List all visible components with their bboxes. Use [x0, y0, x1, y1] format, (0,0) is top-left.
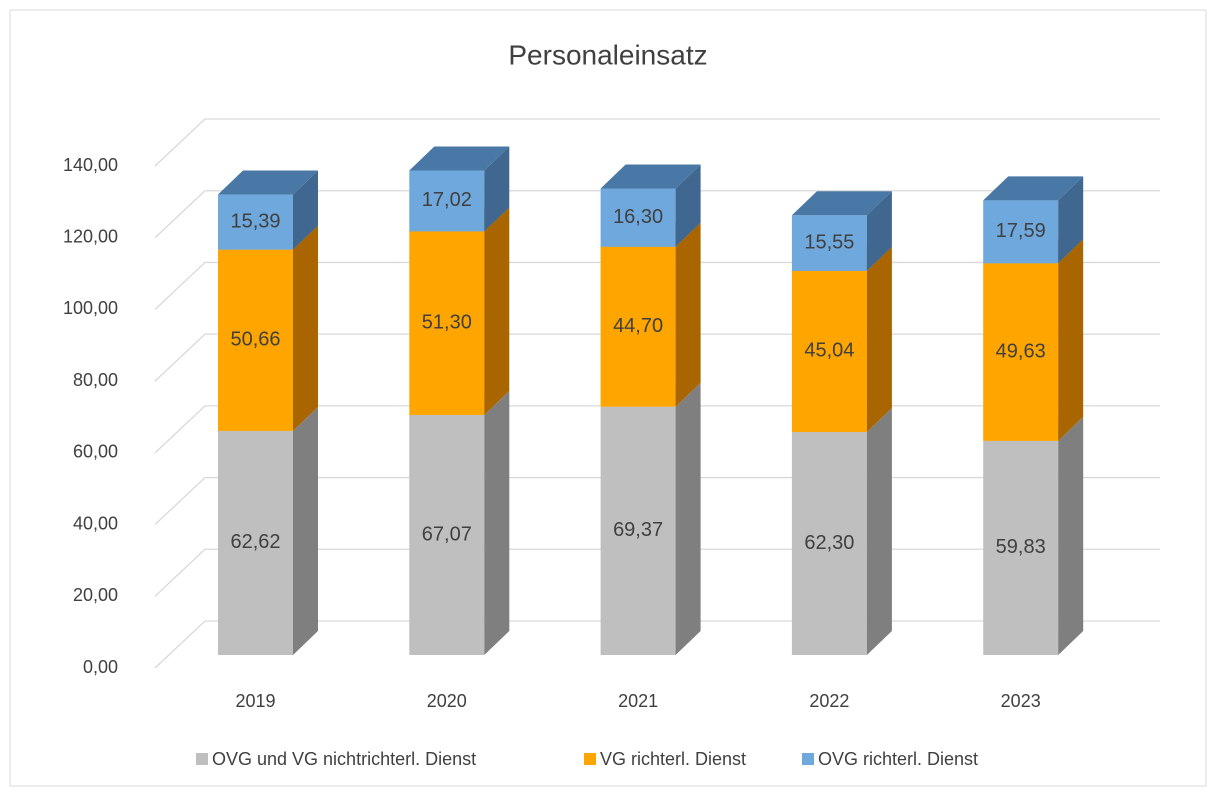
legend-swatch [802, 753, 814, 765]
data-label: 51,30 [422, 311, 472, 333]
bar-side [866, 191, 892, 271]
y-tick-label: 80,00 [73, 370, 118, 390]
bar-front [983, 200, 1059, 264]
bar-side [675, 222, 701, 407]
y-tick-label: 0,00 [83, 657, 118, 677]
bar-side [484, 146, 510, 232]
bar-side [1058, 176, 1084, 264]
data-label: 62,62 [230, 531, 280, 553]
data-label: 17,02 [422, 189, 472, 211]
legend-swatch [584, 753, 596, 765]
legend-label: OVG und VG nichtrichterl. Dienst [212, 749, 476, 769]
data-label: 45,04 [804, 340, 854, 362]
bar-front [791, 215, 867, 271]
bar-side [484, 207, 510, 415]
data-label: 67,07 [422, 523, 472, 545]
bar-top [983, 176, 1084, 201]
legend-swatch [196, 753, 208, 765]
bar-top [218, 170, 318, 195]
bar-front [600, 246, 676, 407]
bar-top [600, 164, 701, 189]
data-label: 50,66 [230, 329, 280, 351]
bar-top [409, 146, 510, 171]
y-tick-label: 40,00 [73, 513, 118, 533]
y-tick-label: 120,00 [63, 226, 118, 246]
bar-side [1058, 416, 1084, 655]
bar-front [218, 194, 293, 250]
bar-front [600, 188, 676, 247]
bar-front [791, 270, 867, 433]
bar-front [409, 231, 485, 415]
bar-front [409, 170, 485, 232]
x-tick-label: 2022 [809, 691, 849, 711]
bar-front [791, 432, 867, 655]
bar-front [600, 406, 676, 655]
bar-side [484, 390, 510, 655]
bar-side [866, 246, 892, 433]
data-label: 15,55 [804, 231, 854, 253]
x-tick-label: 2019 [235, 691, 275, 711]
grid-line [154, 190, 1160, 239]
bar-side [1058, 239, 1084, 441]
legend-label: VG richterl. Dienst [600, 749, 746, 769]
y-tick-label: 20,00 [73, 585, 118, 605]
bar-side [675, 382, 701, 655]
chart-title: Personaleinsatz [508, 39, 707, 70]
legend-label: OVG richterl. Dienst [818, 749, 978, 769]
y-tick-label: 100,00 [63, 298, 118, 318]
bar-front [983, 263, 1059, 441]
bar-side [293, 406, 318, 655]
data-label: 16,30 [613, 206, 663, 228]
data-label: 69,37 [613, 519, 663, 541]
bar-front [983, 440, 1059, 655]
bar-side [293, 225, 318, 431]
data-label: 15,39 [230, 210, 280, 232]
bar-front [218, 249, 293, 431]
bar-side [293, 170, 318, 250]
x-tick-label: 2021 [618, 691, 658, 711]
bar-front [218, 430, 293, 655]
bar-top [791, 191, 892, 216]
data-label: 62,30 [804, 532, 854, 554]
bar-side [675, 164, 701, 247]
data-label: 17,59 [996, 220, 1046, 242]
x-tick-label: 2020 [427, 691, 467, 711]
grid-line [154, 118, 1160, 167]
bar-front [409, 414, 485, 655]
data-label: 59,83 [996, 536, 1046, 558]
y-tick-label: 60,00 [73, 442, 118, 462]
data-label: 49,63 [996, 340, 1046, 362]
bar-side [866, 408, 892, 655]
y-tick-label: 140,00 [63, 155, 118, 175]
data-label: 44,70 [613, 315, 663, 337]
x-tick-label: 2023 [1001, 691, 1041, 711]
